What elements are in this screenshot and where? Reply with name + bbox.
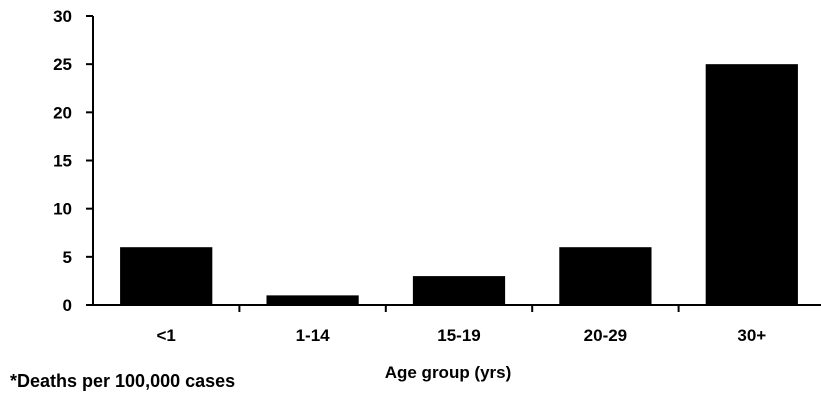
bars	[120, 64, 798, 306]
y-tick-label: 20	[53, 103, 72, 122]
y-tick-label: 25	[53, 55, 72, 74]
y-tick-label: 30	[53, 7, 72, 26]
footnote: *Deaths per 100,000 cases	[10, 371, 235, 391]
x-tick-label: 15-19	[437, 326, 480, 345]
bar-4	[705, 64, 798, 306]
y-tick-label: 15	[53, 152, 72, 171]
bar-3	[559, 247, 652, 305]
y-axis-ticks: 0 5 10 15 20 25 30	[53, 7, 93, 315]
bar-2	[412, 276, 506, 305]
y-tick-label: 10	[53, 200, 72, 219]
x-axis-ticks: <1 1-14 15-19 20-29 30+	[157, 305, 766, 345]
x-axis-title: Age group (yrs)	[385, 363, 512, 382]
x-tick-label: 20-29	[584, 326, 627, 345]
x-tick-label: <1	[157, 326, 176, 345]
x-tick-label: 1-14	[296, 326, 331, 345]
bar-0	[120, 247, 213, 305]
y-tick-label: 0	[63, 296, 72, 315]
bar-1	[266, 295, 359, 305]
x-tick-label: 30+	[737, 326, 766, 345]
y-tick-label: 5	[63, 248, 72, 267]
